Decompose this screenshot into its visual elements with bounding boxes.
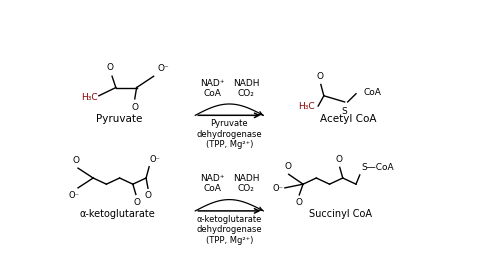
Text: Pyruvate: Pyruvate (97, 115, 143, 124)
Text: NADH: NADH (233, 78, 260, 88)
Text: O: O (335, 155, 343, 164)
Text: NAD⁺: NAD⁺ (200, 174, 224, 183)
Text: O: O (285, 162, 291, 171)
Text: H₃C: H₃C (299, 101, 315, 111)
Text: O: O (73, 156, 80, 165)
Text: CoA: CoA (203, 184, 221, 193)
Text: Succinyl CoA: Succinyl CoA (309, 209, 372, 219)
Text: O: O (144, 191, 151, 200)
Text: O: O (107, 63, 114, 72)
Text: O: O (133, 198, 140, 207)
Text: O⁻: O⁻ (69, 191, 80, 200)
Text: S: S (342, 107, 347, 116)
Text: H₃C: H₃C (81, 93, 98, 102)
Text: NAD⁺: NAD⁺ (200, 78, 224, 88)
Text: O: O (317, 72, 324, 81)
Text: CO₂: CO₂ (238, 184, 255, 193)
Text: CO₂: CO₂ (238, 89, 255, 98)
Text: NADH: NADH (233, 174, 260, 183)
Text: α-ketoglutarate
dehydrogenase
(TPP, Mg²⁺): α-ketoglutarate dehydrogenase (TPP, Mg²⁺… (197, 215, 262, 245)
Text: α-ketoglutarate: α-ketoglutarate (80, 209, 156, 219)
Text: CoA: CoA (203, 89, 221, 98)
Text: O⁻: O⁻ (273, 184, 284, 193)
Text: Pyruvate
dehydrogenase
(TPP, Mg²⁺): Pyruvate dehydrogenase (TPP, Mg²⁺) (197, 119, 262, 149)
Text: O: O (296, 198, 303, 207)
Text: O⁻: O⁻ (158, 64, 169, 73)
Text: CoA: CoA (364, 88, 382, 97)
Text: S—CoA: S—CoA (362, 163, 394, 172)
Text: O: O (131, 103, 138, 112)
Text: Acetyl CoA: Acetyl CoA (320, 115, 377, 124)
Text: O⁻: O⁻ (150, 155, 161, 164)
